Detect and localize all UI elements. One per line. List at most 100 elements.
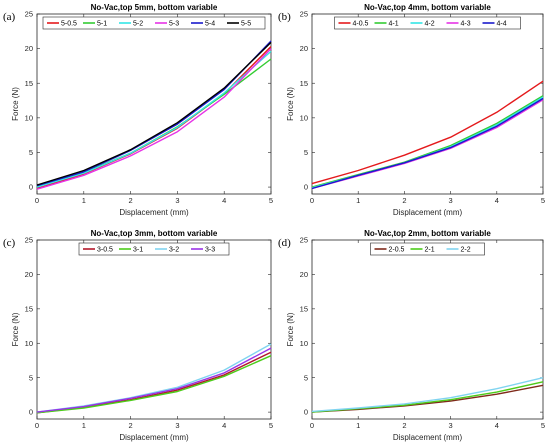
chart-title: No-Vac,top 3mm, bottom variable	[91, 229, 218, 238]
legend-entry: 5-5	[241, 21, 251, 28]
series-line-2-2	[311, 377, 544, 413]
x-tick-label: 4	[222, 421, 226, 430]
x-tick-label: 4	[222, 196, 226, 205]
series-line-5-0.5	[36, 46, 272, 190]
y-tick-label: 25	[300, 10, 308, 19]
y-tick-label: 15	[25, 79, 33, 88]
y-tick-label: 5	[304, 373, 308, 382]
x-tick-label: 3	[175, 421, 179, 430]
x-tick-label: 1	[82, 421, 86, 430]
chart-title: No-Vac,top 5mm, bottom variable	[91, 3, 218, 12]
x-tick-label: 4	[495, 421, 499, 430]
legend-entry: 3-3	[205, 247, 215, 254]
x-tick-label: 5	[269, 196, 273, 205]
panel-letter: (a)	[3, 11, 16, 23]
series-line-4-4	[311, 97, 544, 190]
legend-entry: 4-0.5	[353, 21, 369, 28]
y-axis-label: Force (N)	[286, 87, 295, 121]
legend-entry: 5-0.5	[61, 21, 77, 28]
legend-entry: 3-1	[133, 247, 143, 254]
y-tick-label: 15	[25, 304, 33, 313]
x-tick-label: 1	[356, 196, 360, 205]
y-tick-label: 15	[300, 79, 308, 88]
legend-entry: 2-1	[425, 247, 435, 254]
x-axis-label: Displacement (mm)	[119, 433, 189, 442]
series-line-3-3	[36, 347, 272, 413]
chart-panel-3: (d) No-Vac,top 2mm, bottom variable 0 1 2 3 4 5…	[278, 229, 545, 442]
y-tick-label: 20	[300, 270, 308, 279]
x-tick-label: 0	[35, 196, 39, 205]
legend-entry: 3-0.5	[97, 247, 113, 254]
series-line-3-2	[36, 343, 272, 413]
x-tick-label: 0	[310, 421, 314, 430]
plot-area-frame	[36, 13, 272, 195]
chart-panel-2: (c) No-Vac,top 3mm, bottom variable 0 1 2 3 4 5…	[3, 229, 273, 442]
x-tick-label: 3	[175, 196, 179, 205]
series-line-4-0.5	[311, 80, 544, 185]
panel-letter: (b)	[278, 11, 291, 23]
y-tick-label: 5	[29, 373, 33, 382]
x-tick-label: 4	[495, 196, 499, 205]
legend	[370, 242, 485, 256]
plot-area-frame	[36, 239, 272, 420]
series-line-5-3	[36, 48, 272, 190]
y-tick-label: 25	[300, 236, 308, 245]
series-line-5-4	[36, 40, 272, 187]
legend-entry: 3-2	[169, 247, 179, 254]
x-tick-label: 5	[541, 421, 545, 430]
legend-entry: 5-1	[97, 21, 107, 28]
legend-entry: 2-2	[461, 247, 471, 254]
chart-title: No-Vac,top 4mm, bottom variable	[364, 3, 491, 12]
x-tick-label: 5	[269, 421, 273, 430]
y-tick-label: 10	[25, 113, 33, 122]
series-line-4-3	[311, 99, 544, 190]
y-tick-label: 0	[304, 408, 308, 417]
plot-area-frame	[311, 239, 544, 420]
chart-panel-0: (a) No-Vac,top 5mm, bottom variable 0 1 2 3 4 5…	[3, 3, 273, 217]
y-axis-label: Force (N)	[11, 312, 20, 346]
x-tick-label: 2	[402, 421, 406, 430]
x-axis-label: Displacement (mm)	[393, 208, 463, 217]
x-tick-label: 5	[541, 196, 545, 205]
x-axis-label: Displacement (mm)	[119, 208, 189, 217]
legend-entry: 5-4	[205, 21, 215, 28]
x-tick-label: 2	[129, 421, 133, 430]
legend-entry: 5-2	[133, 21, 143, 28]
y-tick-label: 20	[25, 44, 33, 53]
legend-entry: 4-1	[389, 21, 399, 28]
chart-panel-1: (b) No-Vac,top 4mm, bottom variable 0 1 2 3 4 5…	[278, 3, 545, 217]
legend	[334, 16, 521, 30]
legend-entry: 5-3	[169, 21, 179, 28]
y-axis-label: Force (N)	[286, 312, 295, 346]
legend-entry: 4-2	[425, 21, 435, 28]
plot-area-frame	[311, 13, 544, 195]
x-tick-label: 2	[129, 196, 133, 205]
series-line-3-0.5	[36, 351, 272, 414]
legend-entry: 2-0.5	[389, 247, 405, 254]
y-tick-label: 5	[29, 148, 33, 157]
y-tick-label: 0	[304, 183, 308, 192]
y-tick-label: 5	[304, 148, 308, 157]
y-tick-label: 25	[25, 236, 33, 245]
y-tick-label: 10	[300, 113, 308, 122]
x-tick-label: 2	[402, 196, 406, 205]
y-tick-label: 10	[300, 339, 308, 348]
x-tick-label: 0	[310, 196, 314, 205]
y-tick-label: 25	[25, 10, 33, 19]
series-line-5-2	[36, 50, 272, 188]
panel-letter: (c)	[3, 237, 16, 249]
x-tick-label: 1	[82, 196, 86, 205]
y-tick-label: 0	[29, 408, 33, 417]
y-tick-label: 0	[29, 183, 33, 192]
legend-entry: 4-3	[461, 21, 471, 28]
x-tick-label: 3	[449, 421, 453, 430]
x-tick-label: 1	[356, 421, 360, 430]
y-tick-label: 15	[300, 304, 308, 313]
series-line-3-1	[36, 355, 272, 414]
x-tick-label: 0	[35, 421, 39, 430]
series-line-5-5	[36, 41, 272, 186]
x-tick-label: 3	[449, 196, 453, 205]
y-tick-label: 20	[25, 270, 33, 279]
x-axis-label: Displacement (mm)	[393, 433, 463, 442]
